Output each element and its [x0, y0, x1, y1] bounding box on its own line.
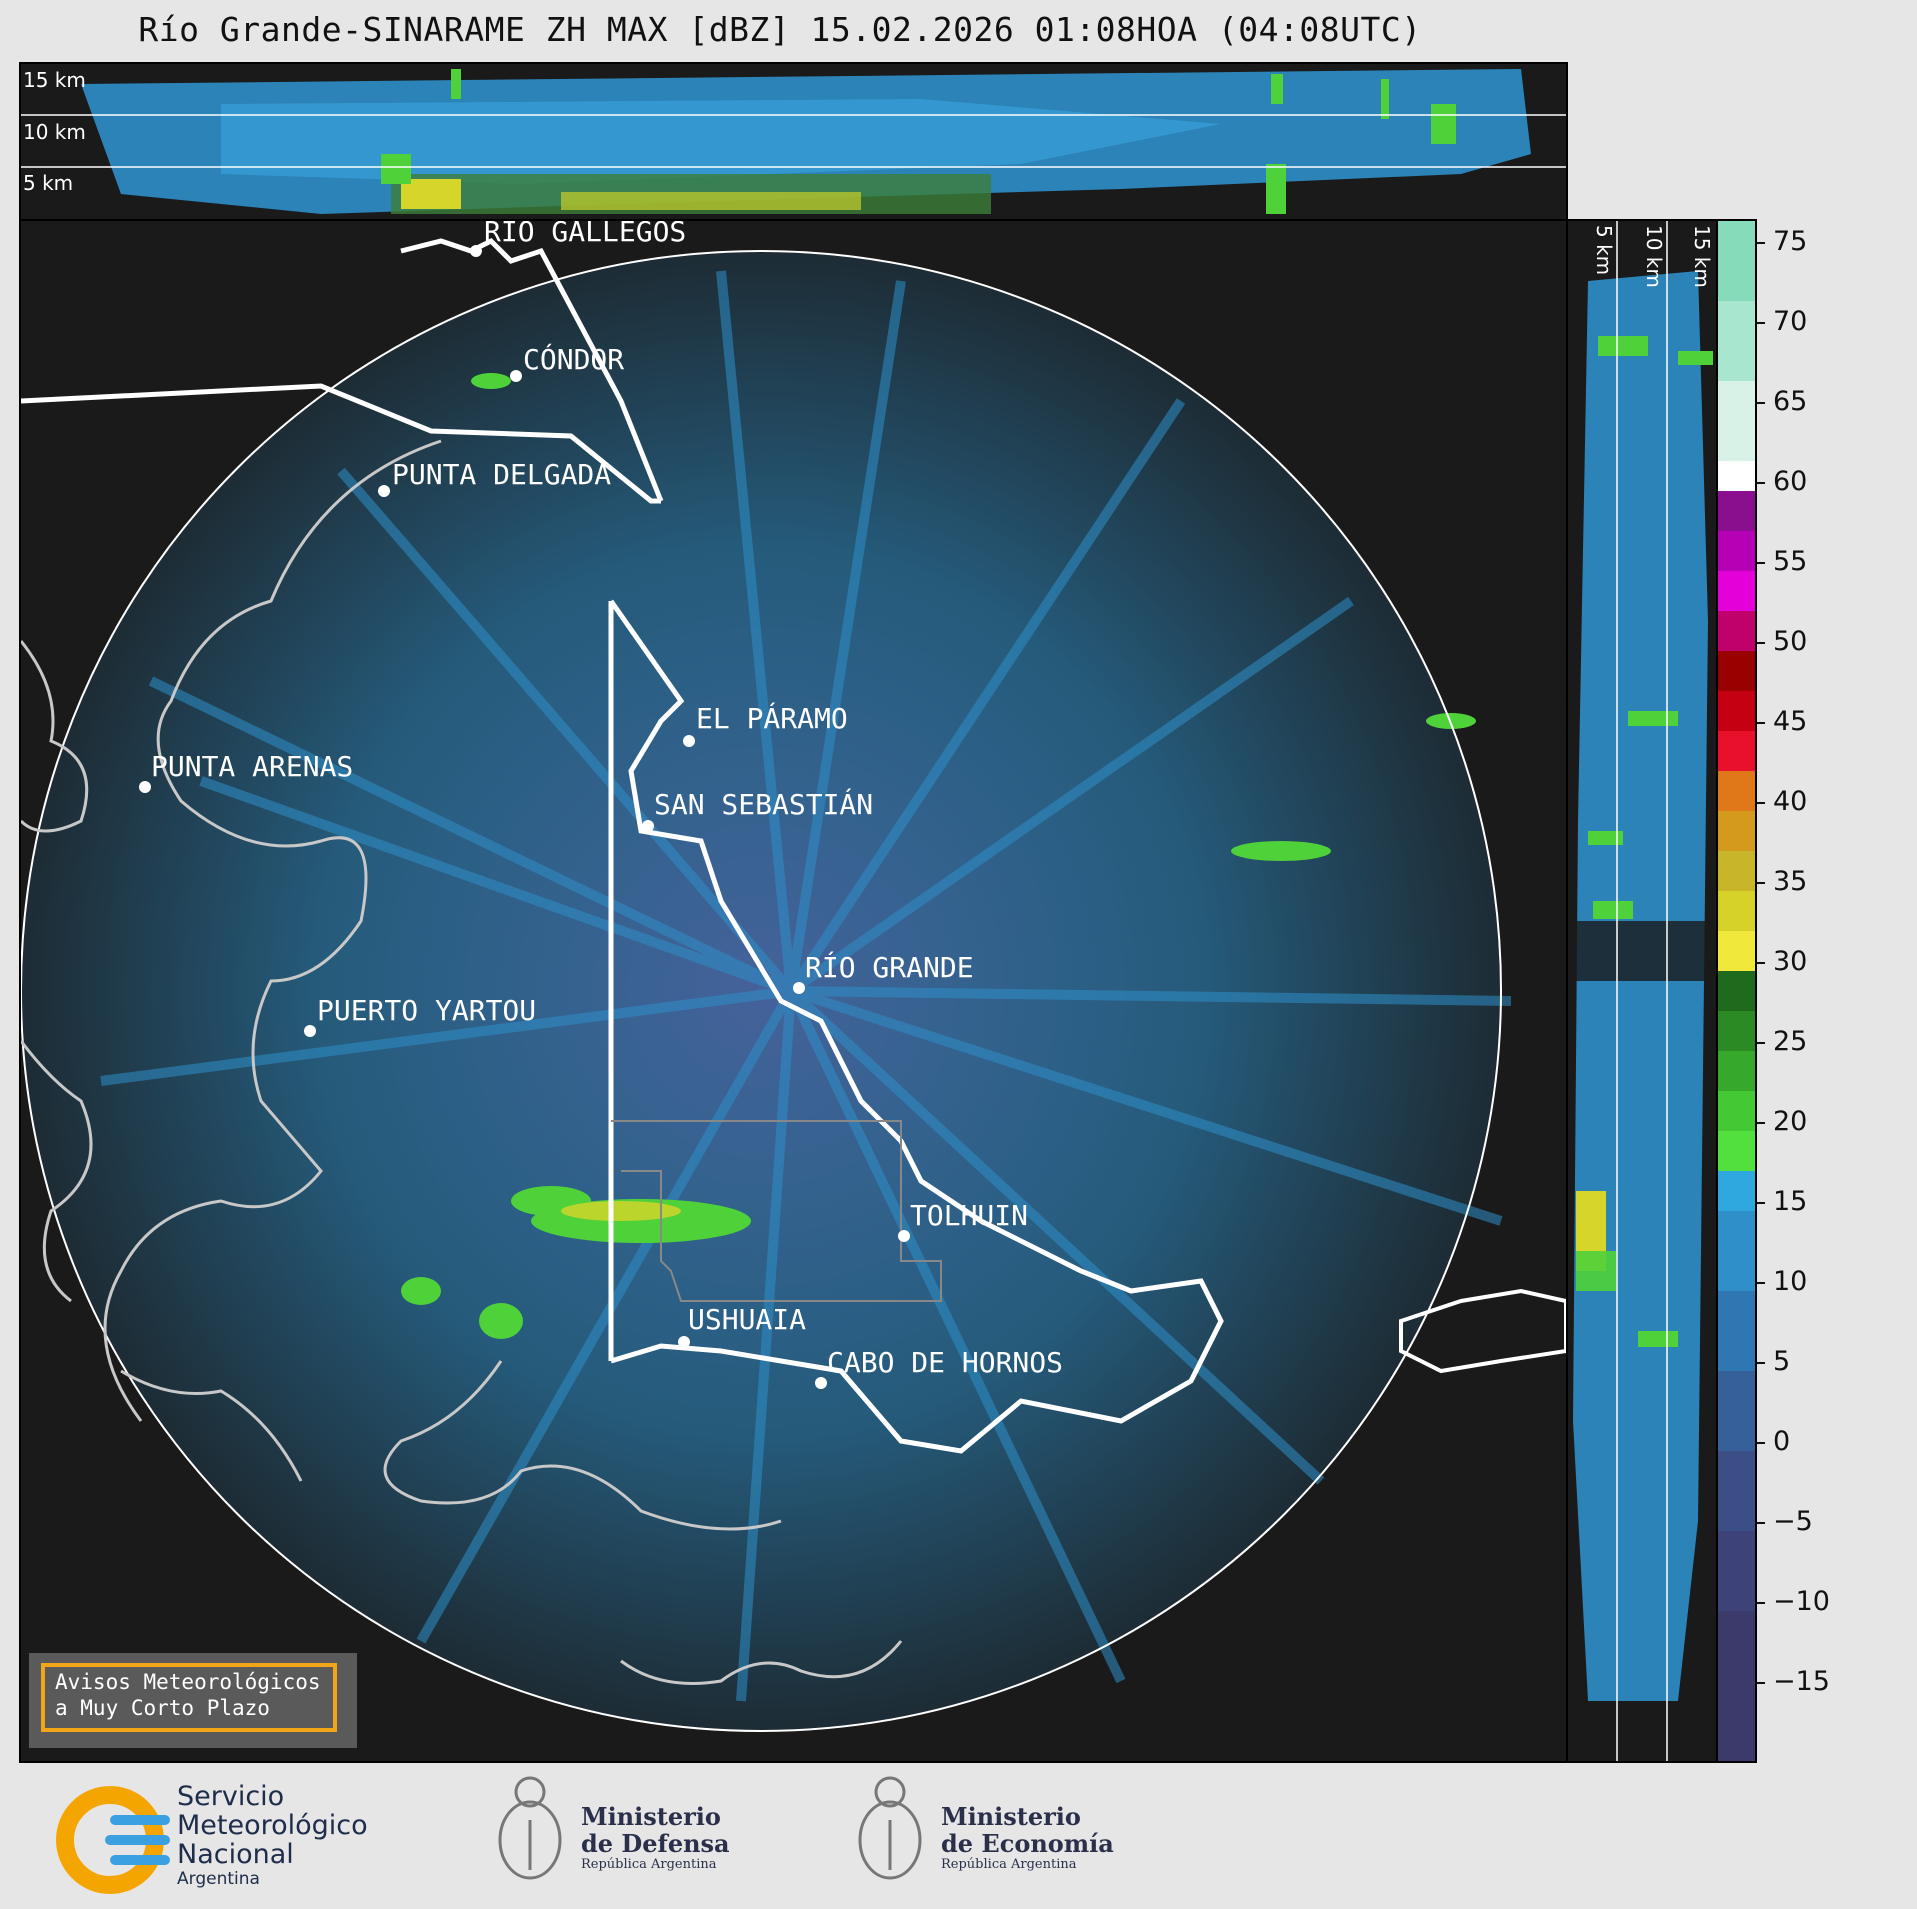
colorbar-tick-50: 50 — [1755, 626, 1807, 657]
city-el-paramo: EL PÁRAMO — [696, 702, 848, 735]
colorbar-tick-0: 0 — [1755, 1426, 1790, 1457]
colorbar-tick-60: 60 — [1755, 466, 1807, 497]
side-height-panel: 5 km 10 km 15 km — [1566, 219, 1718, 1763]
height-label-5km: 5 km — [23, 171, 74, 195]
smn-line-3: Nacional — [177, 1839, 294, 1870]
colorbar-tick-30: 30 — [1755, 946, 1807, 977]
argentina-border — [21, 237, 1224, 1454]
coastline — [21, 439, 903, 1685]
smn-line-1: Servicio — [177, 1781, 285, 1812]
city-punta-delgada: PUNTA DELGADA — [392, 458, 612, 491]
city-san-sebastian: SAN SEBASTIÁN — [654, 788, 874, 821]
smn-line-2: Meteorológico — [177, 1810, 368, 1841]
warning-label[interactable]: Avisos Meteorológicos a Muy Corto Plazo — [41, 1663, 337, 1732]
colorbar-tick-35: 35 — [1755, 866, 1807, 897]
colorbar-tick-55: 55 — [1755, 546, 1807, 577]
side-label-10km: 10 km — [1642, 225, 1666, 288]
city-condor: CÓNDOR — [523, 343, 625, 376]
smn-emblem-icon — [56, 1786, 170, 1894]
city-punta-arenas: PUNTA ARENAS — [151, 750, 354, 783]
city-puerto-yartou: PUERTO YARTOU — [317, 994, 537, 1027]
colorbar-tick-5: 5 — [1755, 1346, 1790, 1377]
colorbar — [1716, 219, 1757, 1763]
height-label-15km: 15 km — [23, 68, 86, 92]
economia-line-1: Ministerio — [941, 1802, 1081, 1831]
colorbar-tick-20: 20 — [1755, 1106, 1807, 1137]
eastern-coast — [1399, 1288, 1566, 1374]
colorbar-tick-minus15: −15 — [1755, 1666, 1830, 1697]
city-tolhuin: TOLHUIN — [910, 1199, 1029, 1232]
echo-spokes — [100, 270, 1512, 1702]
defensa-seal-icon — [498, 1776, 562, 1880]
city-ushuaia: USHUAIA — [688, 1303, 807, 1336]
warning-line-2: a Muy Corto Plazo — [55, 1696, 270, 1720]
radar-map-svg — [21, 237, 1566, 1732]
economia-line-3: República Argentina — [941, 1857, 1077, 1872]
colorbar-svg — [1718, 221, 1755, 1761]
side-echo-svg — [1568, 221, 1716, 1761]
colorbar-tick-10: 10 — [1755, 1266, 1807, 1297]
defensa-line-3: República Argentina — [581, 1857, 717, 1872]
warning-button[interactable]: Avisos Meteorológicos a Muy Corto Plazo — [29, 1653, 357, 1748]
city-rio-gallegos: RÍO GALLEGOS — [484, 219, 687, 248]
economia-line-2: de Economía — [941, 1829, 1114, 1858]
city-markers — [139, 245, 910, 1389]
economia-seal-icon — [858, 1776, 922, 1880]
colorbar-tick-25: 25 — [1755, 1026, 1807, 1057]
warning-line-1: Avisos Meteorológicos — [55, 1670, 321, 1694]
side-label-15km: 15 km — [1690, 225, 1714, 288]
colorbar-tick-45: 45 — [1755, 706, 1807, 737]
defensa-logo: Ministerio de Defensa República Argentin… — [495, 1770, 730, 1899]
colorbar-tick-minus10: −10 — [1755, 1586, 1830, 1617]
economia-logo: Ministerio de Economía República Argenti… — [855, 1770, 1114, 1899]
defensa-line-2: de Defensa — [581, 1829, 730, 1858]
side-label-5km: 5 km — [1592, 225, 1616, 276]
colorbar-tick-minus5: −5 — [1755, 1506, 1813, 1537]
colorbar-tick-75: 75 — [1755, 226, 1807, 257]
colorbar-tick-40: 40 — [1755, 786, 1807, 817]
height-label-10km: 10 km — [23, 120, 86, 144]
top-echo-svg — [21, 69, 1566, 214]
province-boundary — [611, 1120, 942, 1302]
colorbar-tick-15: 15 — [1755, 1186, 1807, 1217]
top-height-panel: 15 km 10 km 5 km — [19, 62, 1568, 221]
range-ring — [21, 250, 1502, 1732]
colorbar-tick-70: 70 — [1755, 306, 1807, 337]
defensa-line-1: Ministerio — [581, 1802, 721, 1831]
city-cabo-de-hornos: CABO DE HORNOS — [827, 1346, 1064, 1379]
city-rio-grande: RÍO GRANDE — [805, 951, 974, 984]
smn-line-4: Argentina — [177, 1869, 260, 1889]
chart-title: Río Grande-SINARAME ZH MAX [dBZ] 15.02.2… — [138, 10, 1422, 49]
radar-map: RÍO GALLEGOS CÓNDOR PUNTA DELGADA EL PÁR… — [19, 219, 1568, 1763]
colorbar-tick-65: 65 — [1755, 386, 1807, 417]
